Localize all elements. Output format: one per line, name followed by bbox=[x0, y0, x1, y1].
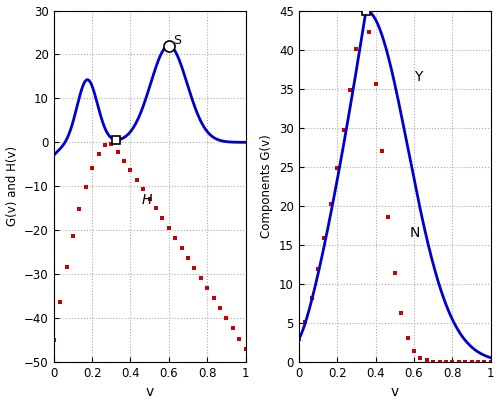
Text: H: H bbox=[142, 193, 152, 207]
Y-axis label: Components G(v): Components G(v) bbox=[260, 134, 274, 238]
Text: N: N bbox=[410, 226, 420, 240]
Y-axis label: G(v) and H(v): G(v) and H(v) bbox=[6, 146, 18, 226]
Text: S: S bbox=[172, 34, 180, 47]
X-axis label: v: v bbox=[390, 386, 399, 399]
X-axis label: v: v bbox=[146, 386, 154, 399]
Text: Y: Y bbox=[414, 70, 422, 84]
